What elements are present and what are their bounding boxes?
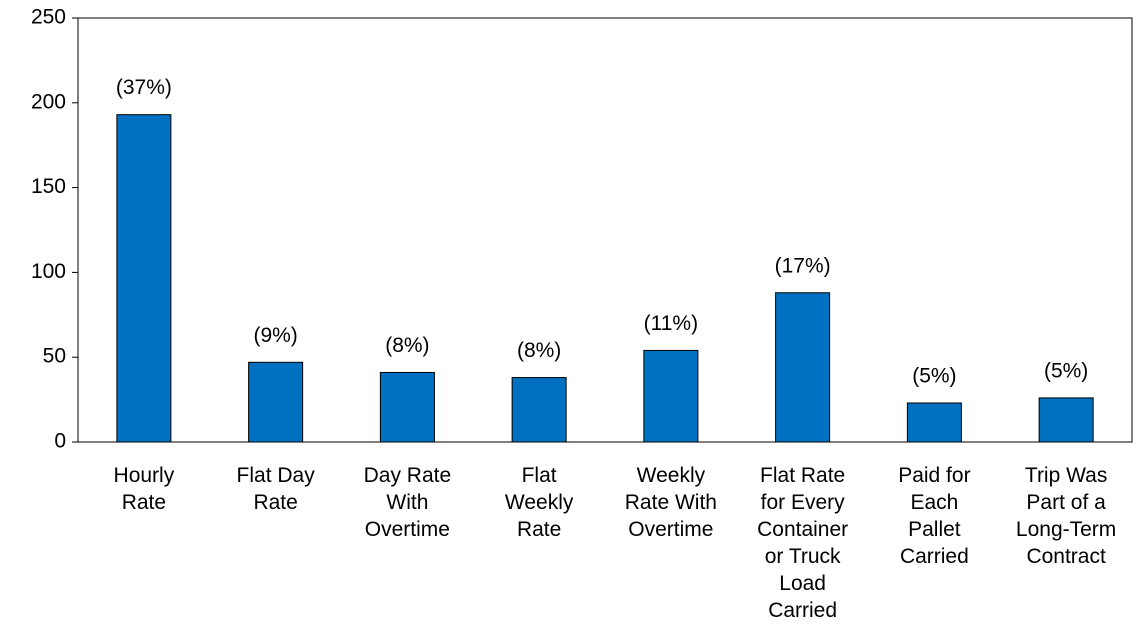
x-tick-label: Flat Weekly Rate	[504, 464, 574, 541]
y-tick-label: 200	[31, 90, 66, 113]
bar	[1038, 397, 1094, 443]
bar-annotation: (8%)	[385, 334, 429, 357]
x-tick-label: Flat Rate for Every Container or Truck L…	[757, 464, 849, 622]
y-tick-label: 250	[31, 6, 66, 29]
bar-annotation: (17%)	[775, 254, 831, 277]
bar	[511, 377, 567, 443]
bar	[643, 349, 699, 443]
bar-annotation: (5%)	[1044, 359, 1088, 382]
x-tick-label: Flat Day Rate	[236, 464, 315, 514]
x-tick-label: Trip Was Part of a Long-Term Contract	[1015, 464, 1117, 568]
plot-frame	[77, 17, 1133, 443]
y-tick-label: 0	[54, 430, 66, 453]
bar	[775, 292, 831, 443]
bar	[248, 361, 304, 443]
bar	[116, 114, 172, 443]
y-tick-label: 100	[31, 260, 66, 283]
bar-annotation: (11%)	[644, 312, 698, 335]
x-tick-label: Day Rate With Overtime	[363, 464, 452, 541]
x-tick-label: Weekly Rate With Overtime	[624, 464, 717, 541]
x-tick-label: Paid for Each Pallet Carried	[898, 464, 971, 568]
x-tick-label: Hourly Rate	[113, 464, 175, 514]
bar	[379, 371, 435, 443]
bar-annotation: (5%)	[912, 365, 956, 388]
y-tick-label: 50	[43, 345, 66, 368]
bar-annotation: (9%)	[253, 324, 297, 347]
bar	[906, 402, 962, 443]
y-tick-label: 150	[31, 175, 66, 198]
bar-annotation: (8%)	[517, 339, 561, 362]
bar-annotation: (37%)	[116, 76, 172, 99]
